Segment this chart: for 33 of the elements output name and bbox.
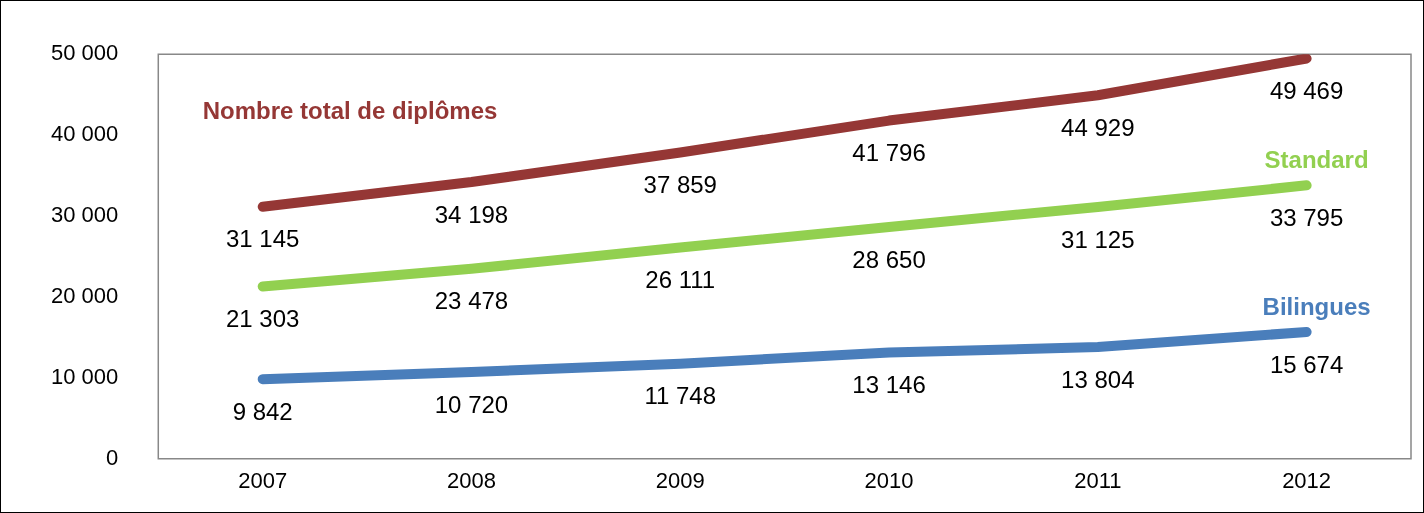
y-tick-label: 10 000	[50, 363, 119, 389]
data-label: 28 650	[852, 245, 926, 273]
x-tick-label: 2012	[1282, 468, 1332, 494]
series-label: Standard	[1264, 145, 1369, 173]
data-label: 37 859	[643, 171, 717, 199]
x-tick-label: 2009	[655, 468, 705, 494]
x-tick-label: 2011	[1074, 468, 1122, 494]
data-label: 31 125	[1061, 225, 1135, 253]
data-label: 41 796	[852, 139, 926, 167]
y-tick-label: 40 000	[50, 121, 119, 147]
series-label: Bilingues	[1262, 292, 1371, 320]
data-label: 13 146	[852, 371, 926, 399]
data-label: 11 748	[644, 382, 717, 410]
data-label: 26 111	[645, 266, 716, 294]
data-label: 15 674	[1269, 350, 1344, 378]
x-tick-label: 2008	[446, 468, 496, 494]
data-label: 10 720	[434, 390, 509, 418]
data-label: 49 469	[1269, 77, 1344, 105]
text: Nombre total de diplômes	[202, 97, 498, 125]
data-label: 9 842	[232, 397, 293, 425]
y-tick-label: 0	[106, 444, 119, 470]
data-label: 13 804	[1061, 365, 1135, 393]
y-tick-label: 50 000	[50, 40, 119, 66]
y-tick-label: 30 000	[50, 202, 119, 228]
data-label: 23 478	[434, 287, 509, 315]
data-label: 21 303	[225, 305, 300, 333]
data-label: 31 145	[225, 225, 300, 253]
data-label: 34 198	[434, 200, 509, 228]
data-label: 33 795	[1269, 203, 1344, 231]
x-tick-label: 2007	[238, 468, 288, 494]
x-tick-label: 2010	[864, 468, 914, 494]
y-tick-label: 20 000	[50, 283, 119, 309]
data-label: 44 929	[1061, 113, 1135, 141]
